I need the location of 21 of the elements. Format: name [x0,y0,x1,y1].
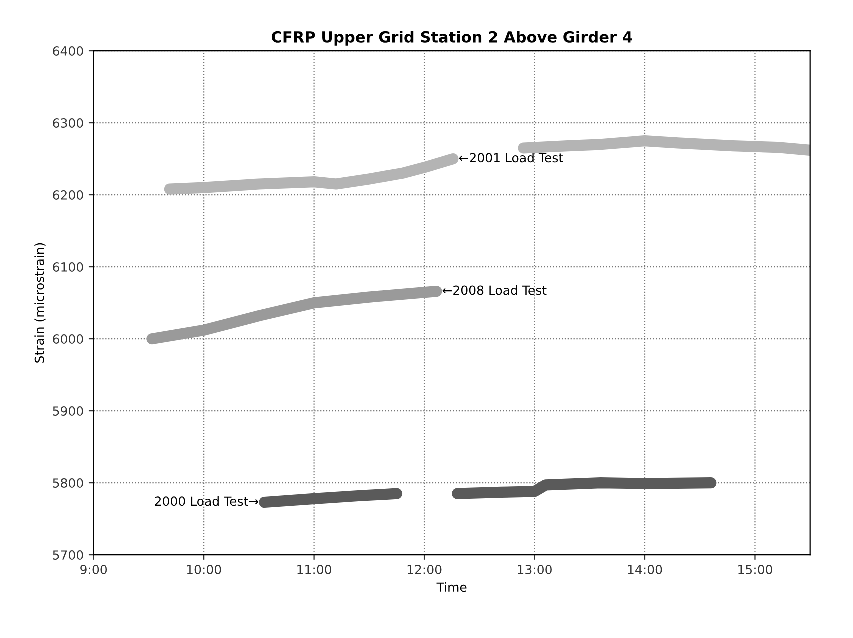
annotation: ←2008 Load Test [442,285,547,296]
x-tick-label: 9:00 [80,565,108,574]
x-tick-label: 11:00 [298,565,332,574]
x-tick-label: 10:00 [187,565,222,574]
x-tick-label: 13:00 [518,565,552,574]
x-tick-label: 12:00 [408,565,442,574]
y-tick-label: 5700 [53,550,84,560]
y-tick-label: 6400 [53,46,84,56]
y-tick-label: 6000 [53,334,84,344]
y-axis-title: Strain (microstrain) [34,243,46,363]
x-tick-label: 15:00 [738,565,772,574]
y-tick-label: 6200 [53,190,84,200]
chart-title: CFRP Upper Grid Station 2 Above Girder 4 [272,31,632,46]
annotation: 2000 Load Test→ [155,496,259,506]
x-axis-title: Time [436,582,467,592]
x-tick-label: 14:00 [628,565,662,574]
y-tick-label: 5900 [53,406,84,416]
annotation: ←2001 Load Test [459,152,564,163]
y-tick-label: 5800 [53,478,84,488]
y-tick-label: 6100 [53,262,84,272]
y-tick-label: 6300 [53,118,84,128]
